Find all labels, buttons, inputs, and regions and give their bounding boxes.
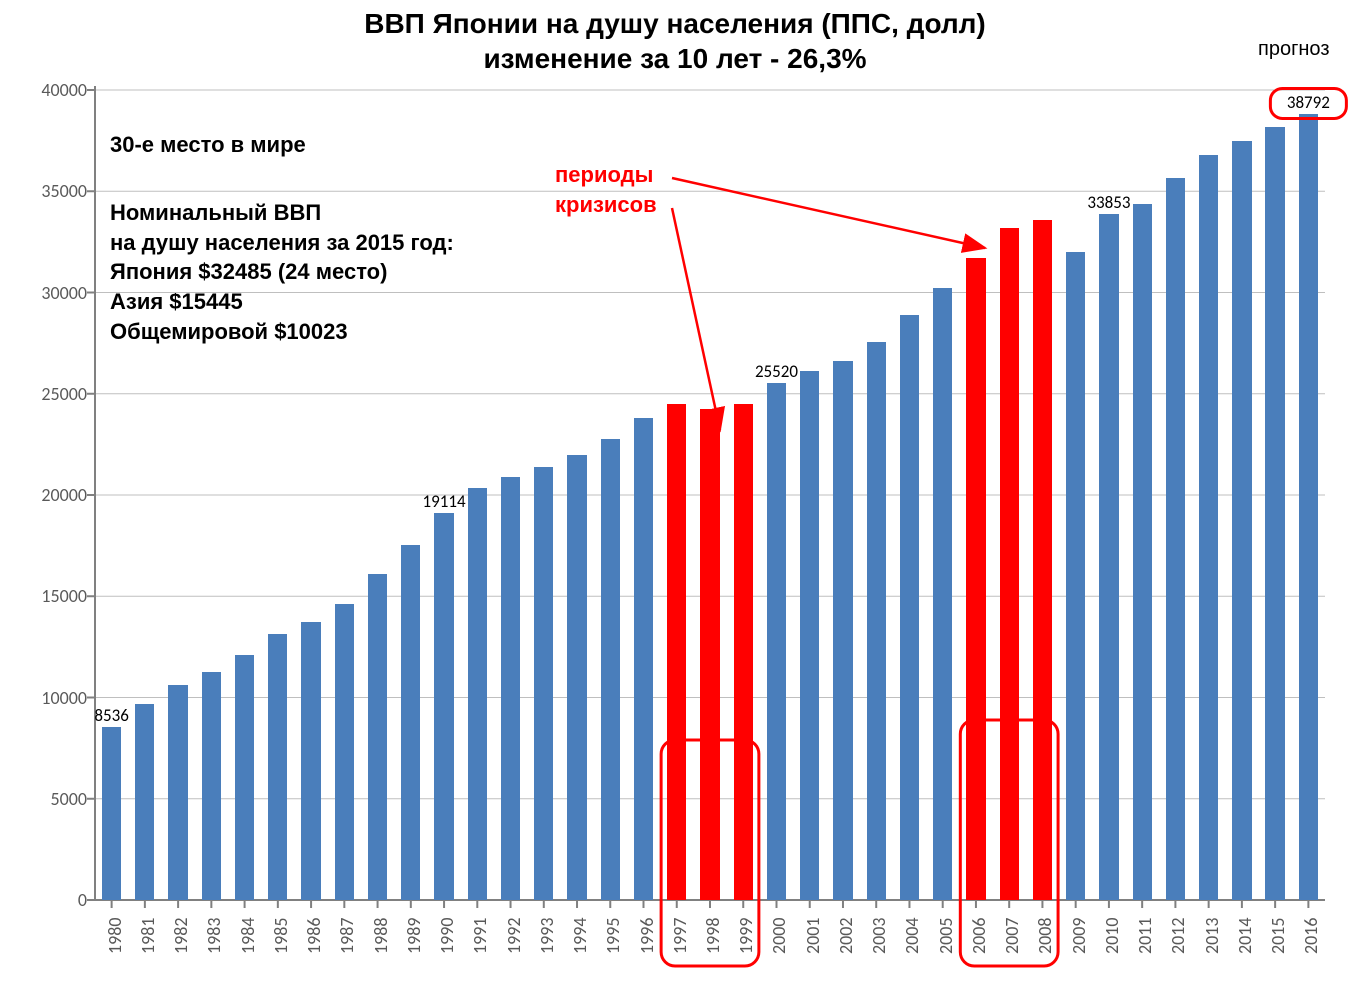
x-tick-label: 1997 bbox=[669, 918, 691, 955]
x-tick-label: 2002 bbox=[835, 918, 857, 955]
x-tick-label: 1983 bbox=[203, 918, 225, 955]
x-tick-label: 2005 bbox=[935, 918, 957, 955]
x-tick-label: 1986 bbox=[303, 918, 325, 955]
bar bbox=[900, 315, 919, 900]
bar bbox=[534, 467, 553, 900]
x-tick-label: 2012 bbox=[1167, 918, 1189, 955]
bar-value-label: 25520 bbox=[755, 361, 798, 382]
bar bbox=[168, 685, 187, 900]
x-tick-label: 2013 bbox=[1201, 918, 1223, 955]
x-tick-label: 2015 bbox=[1267, 918, 1289, 955]
x-tick-label: 1991 bbox=[469, 918, 491, 955]
x-tick-label: 1981 bbox=[137, 918, 159, 955]
bar bbox=[1066, 252, 1085, 900]
x-tick-label: 1980 bbox=[104, 918, 126, 955]
plot-area bbox=[95, 90, 1325, 900]
x-tick-label: 2006 bbox=[968, 918, 990, 955]
bar bbox=[301, 622, 320, 900]
y-tick-label: 25000 bbox=[17, 383, 87, 405]
bar bbox=[1133, 204, 1152, 900]
x-tick-label: 1995 bbox=[602, 918, 624, 955]
bar bbox=[833, 361, 852, 900]
bar bbox=[135, 704, 154, 900]
bar bbox=[700, 409, 719, 900]
x-tick-label: 1994 bbox=[569, 918, 591, 955]
x-tick-label: 1982 bbox=[170, 918, 192, 955]
y-tick-label: 30000 bbox=[17, 282, 87, 304]
bar bbox=[567, 455, 586, 901]
bar bbox=[102, 727, 121, 900]
x-tick-label: 1992 bbox=[503, 918, 525, 955]
bar bbox=[335, 604, 354, 900]
chart-title-line1: ВВП Японии на душу населения (ППС, долл) bbox=[0, 6, 1350, 41]
x-tick-label: 1999 bbox=[735, 918, 757, 955]
bar bbox=[800, 371, 819, 900]
bar bbox=[202, 672, 221, 900]
bar bbox=[867, 342, 886, 900]
bar bbox=[1166, 178, 1185, 900]
bar bbox=[767, 383, 786, 900]
y-tick-label: 40000 bbox=[17, 79, 87, 101]
y-tick-label: 0 bbox=[17, 889, 87, 911]
forecast-label: прогноз bbox=[1258, 38, 1329, 61]
bar bbox=[601, 439, 620, 900]
x-tick-label: 1996 bbox=[636, 918, 658, 955]
bar bbox=[368, 574, 387, 900]
bar bbox=[1265, 127, 1284, 900]
x-tick-label: 1987 bbox=[336, 918, 358, 955]
bar bbox=[501, 477, 520, 900]
bar-value-label: 33853 bbox=[1087, 192, 1130, 213]
x-tick-label: 1985 bbox=[270, 918, 292, 955]
chart-stage: ВВП Японии на душу населения (ППС, долл)… bbox=[0, 0, 1350, 985]
x-tick-label: 2003 bbox=[868, 918, 890, 955]
bar bbox=[734, 404, 753, 900]
bar bbox=[966, 258, 985, 900]
x-tick-label: 2010 bbox=[1101, 918, 1123, 955]
x-tick-label: 2011 bbox=[1134, 918, 1156, 955]
x-tick-label: 1993 bbox=[536, 918, 558, 955]
bar bbox=[468, 488, 487, 900]
y-tick-label: 20000 bbox=[17, 484, 87, 506]
y-tick-label: 10000 bbox=[17, 687, 87, 709]
chart-title-line2: изменение за 10 лет - 26,3% bbox=[0, 41, 1350, 76]
bar bbox=[634, 418, 653, 900]
bar bbox=[235, 655, 254, 900]
bar bbox=[401, 545, 420, 900]
y-tick-label: 5000 bbox=[17, 788, 87, 810]
bar bbox=[268, 634, 287, 900]
bar bbox=[933, 288, 952, 900]
x-tick-label: 2016 bbox=[1300, 918, 1322, 955]
x-tick-label: 1990 bbox=[436, 918, 458, 955]
x-tick-label: 2001 bbox=[802, 918, 824, 955]
x-tick-label: 2004 bbox=[901, 918, 923, 955]
y-tick-label: 35000 bbox=[17, 180, 87, 202]
x-tick-label: 1989 bbox=[403, 918, 425, 955]
bar bbox=[1033, 220, 1052, 900]
x-tick-label: 2014 bbox=[1234, 918, 1256, 955]
bar bbox=[1000, 228, 1019, 900]
y-tick-label: 15000 bbox=[17, 585, 87, 607]
x-tick-label: 2000 bbox=[768, 918, 790, 955]
bar bbox=[434, 513, 453, 900]
bar-value-label: 38792 bbox=[1287, 92, 1330, 113]
bar-value-label: 19114 bbox=[423, 491, 466, 512]
bar bbox=[1299, 114, 1318, 900]
chart-title: ВВП Японии на душу населения (ППС, долл)… bbox=[0, 6, 1350, 76]
bar bbox=[667, 404, 686, 900]
bar bbox=[1232, 141, 1251, 900]
bar-value-label: 8536 bbox=[94, 705, 128, 726]
x-tick-label: 2008 bbox=[1034, 918, 1056, 955]
x-tick-label: 1998 bbox=[702, 918, 724, 955]
x-tick-label: 2007 bbox=[1001, 918, 1023, 955]
bar bbox=[1199, 155, 1218, 900]
bar bbox=[1099, 214, 1118, 900]
x-tick-label: 1988 bbox=[370, 918, 392, 955]
x-tick-label: 2009 bbox=[1068, 918, 1090, 955]
x-tick-label: 1984 bbox=[237, 918, 259, 955]
